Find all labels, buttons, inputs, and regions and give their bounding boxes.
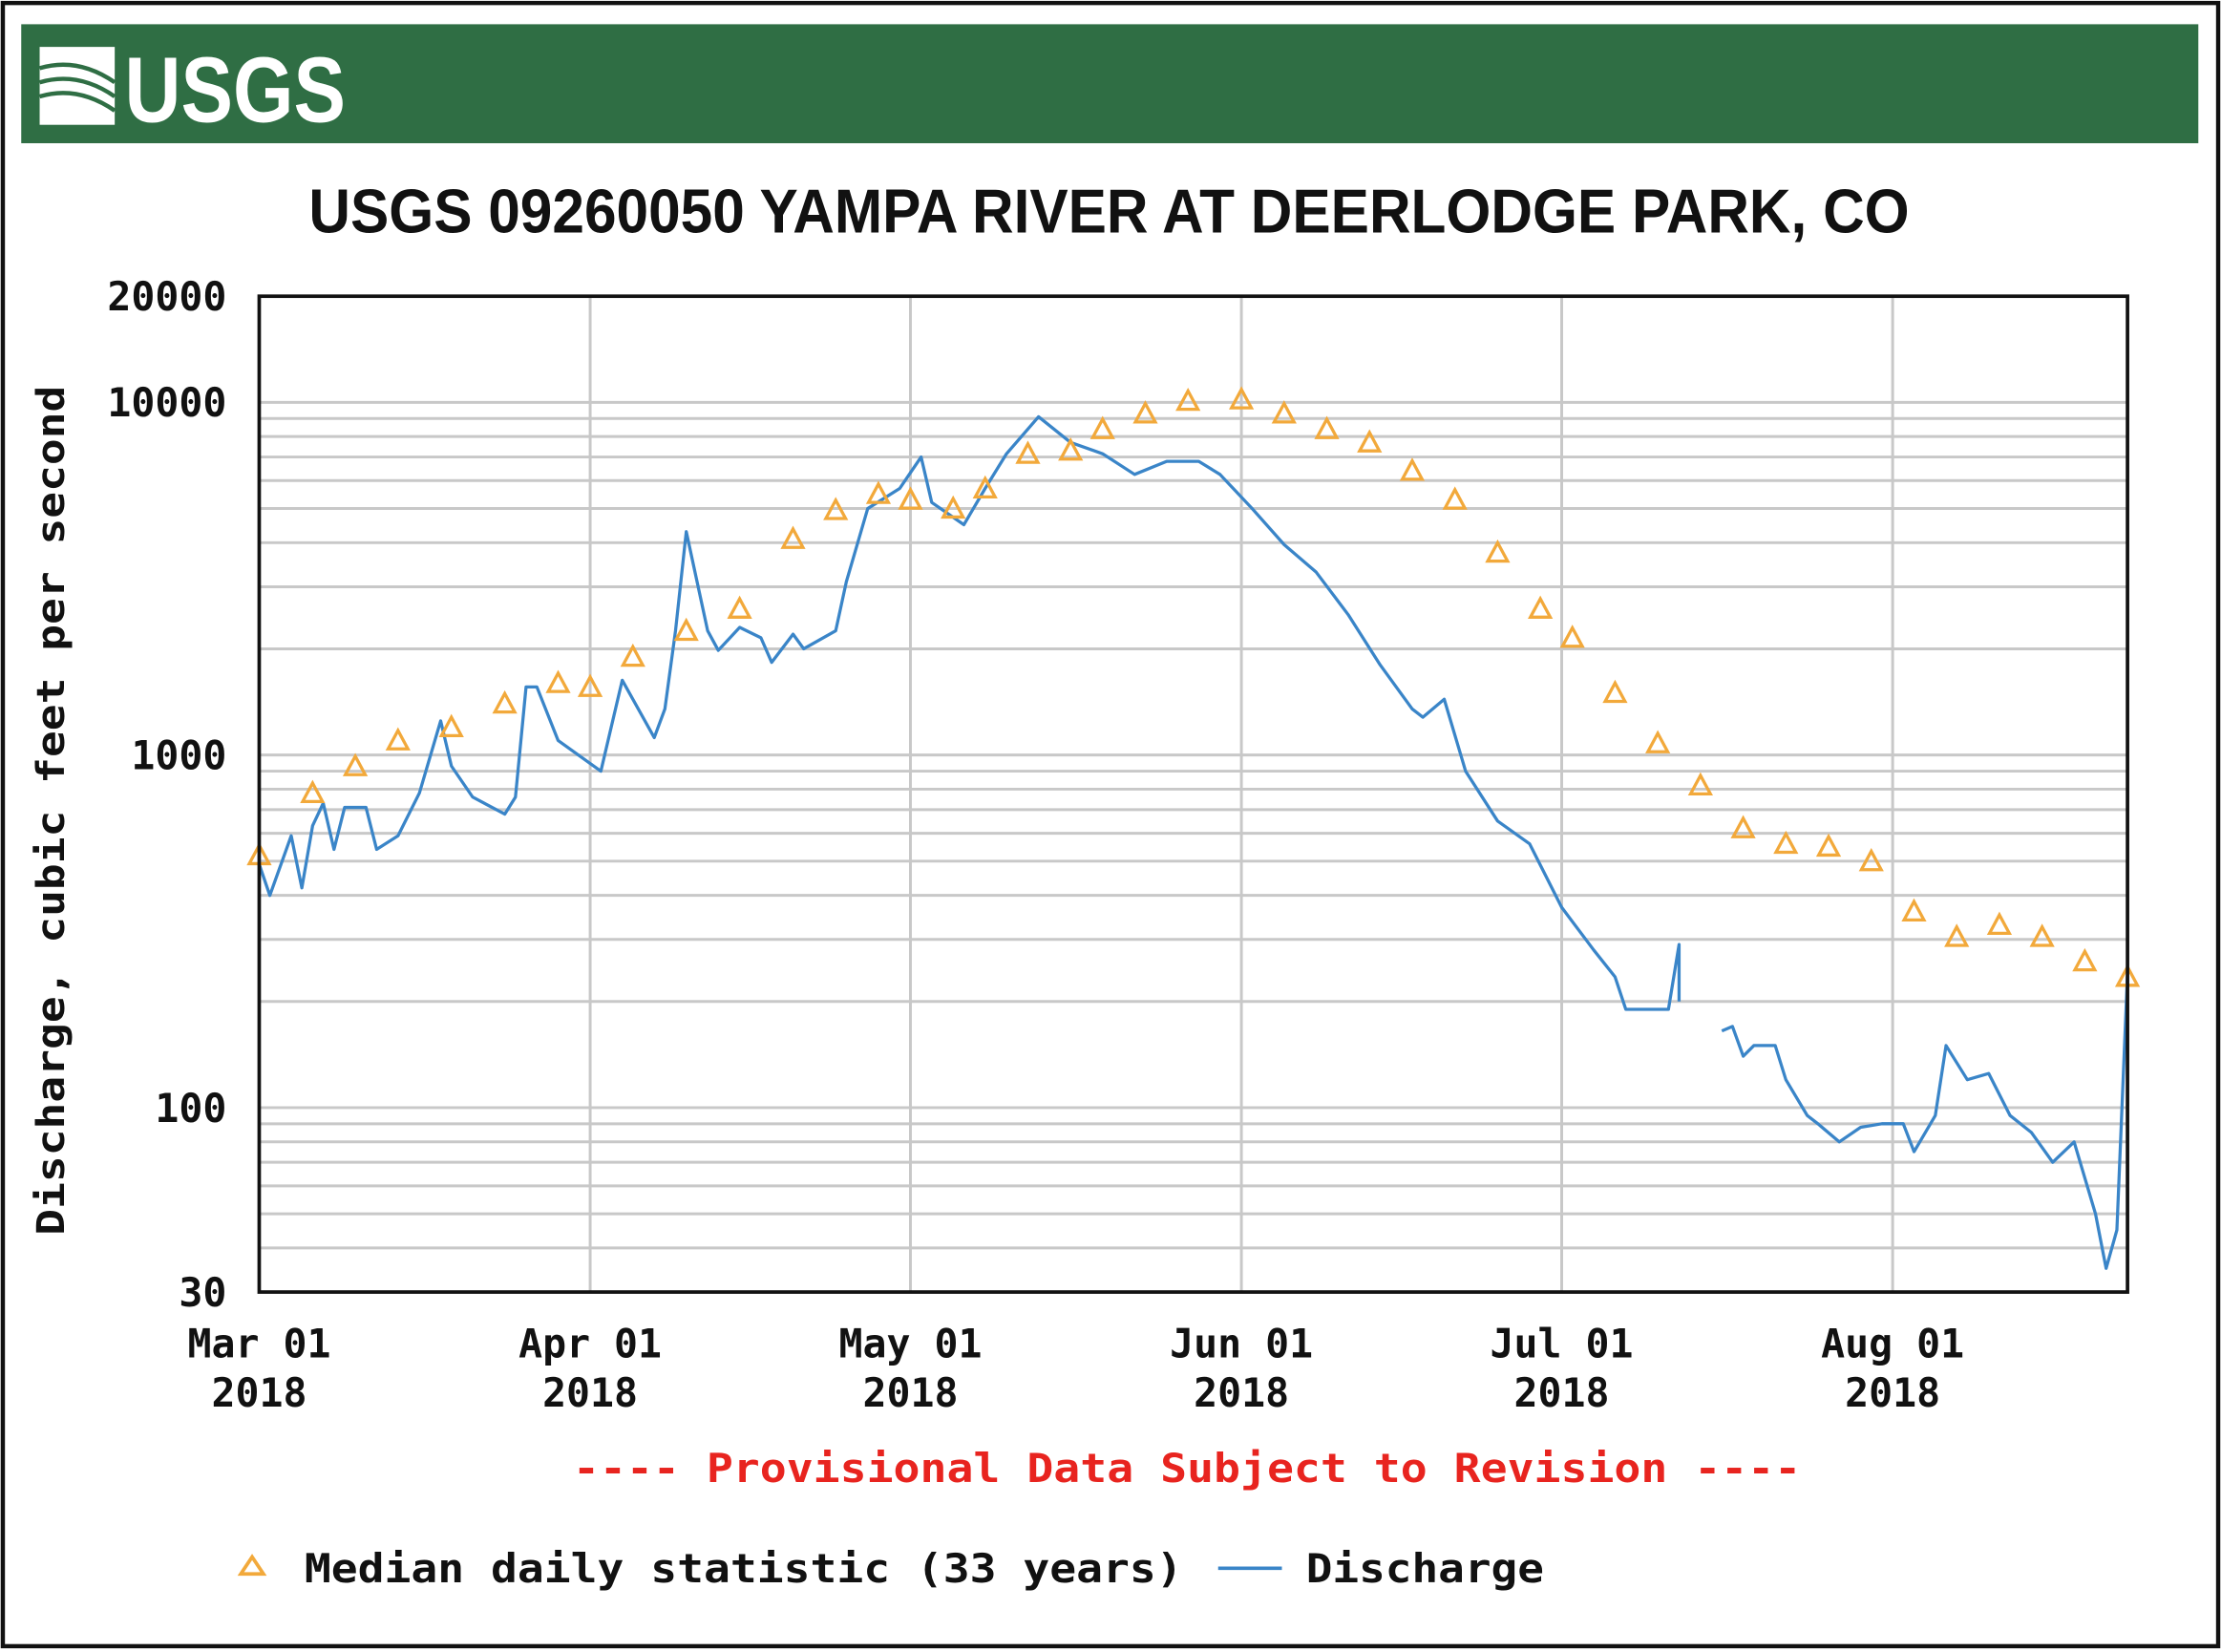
chart-title: USGS 09260050 YAMPA RIVER AT DEERLODGE P… xyxy=(308,176,1909,245)
median-point xyxy=(780,525,806,549)
median-point xyxy=(1175,387,1201,412)
median-point xyxy=(1986,911,2013,936)
y-tick-label: 1000 xyxy=(131,731,226,778)
median-point xyxy=(2072,947,2098,972)
median-point xyxy=(823,497,849,520)
median-point xyxy=(1559,625,1585,648)
median-point xyxy=(577,673,603,697)
legend: Median daily statistic (33 years) Discha… xyxy=(237,1545,1544,1592)
y-tick-label: 30 xyxy=(179,1269,226,1316)
y-tick-label: 20000 xyxy=(107,273,226,320)
discharge-line-segment xyxy=(257,414,1682,1011)
legend-discharge-label: Discharge xyxy=(1306,1545,1544,1592)
median-point xyxy=(1645,730,1671,753)
median-point xyxy=(1485,539,1511,563)
x-tick-label: May 01 xyxy=(839,1320,983,1366)
median-point xyxy=(1730,815,1756,838)
median-point xyxy=(1442,486,1468,510)
x-tick-year: 2018 xyxy=(1845,1369,1940,1416)
usgs-banner: USGS xyxy=(21,24,2199,143)
median-point xyxy=(673,617,699,642)
median-point xyxy=(1132,400,1158,424)
median-point xyxy=(1357,429,1383,453)
median-point xyxy=(1399,457,1426,481)
median-point xyxy=(438,713,464,737)
median-point xyxy=(2029,923,2055,947)
x-tick-year: 2018 xyxy=(1194,1369,1289,1416)
median-point xyxy=(898,486,923,510)
x-tick-label: Aug 01 xyxy=(1821,1320,1964,1366)
median-point xyxy=(1015,440,1041,464)
y-tick-label: 100 xyxy=(155,1085,226,1132)
median-point xyxy=(1773,830,1799,855)
x-tick-year: 2018 xyxy=(542,1369,638,1416)
median-point xyxy=(1228,386,1255,410)
median-point xyxy=(1687,772,1713,796)
median-point xyxy=(1602,679,1628,704)
legend-triangle-icon xyxy=(237,1554,267,1577)
provisional-annotation: ---- Provisional Data Subject to Revisio… xyxy=(573,1445,1801,1492)
median-point xyxy=(1089,415,1115,439)
x-tick-label: Apr 01 xyxy=(518,1320,662,1366)
median-point xyxy=(1528,595,1554,619)
median-point xyxy=(545,669,571,693)
median-point xyxy=(941,495,966,519)
banner-background xyxy=(21,24,2199,143)
median-point xyxy=(1815,833,1842,858)
median-point xyxy=(1858,848,1884,872)
median-point xyxy=(1944,923,1970,947)
y-tick-labels: 20000 10000 1000 100 30 xyxy=(107,273,226,1316)
x-tick-year: 2018 xyxy=(862,1369,958,1416)
median-point xyxy=(1314,415,1340,439)
median-point xyxy=(1901,898,1927,922)
discharge-line-segment xyxy=(1721,973,2129,1270)
plot-frame xyxy=(257,294,2129,1294)
x-tick-label: Mar 01 xyxy=(187,1320,330,1366)
x-tick-year: 2018 xyxy=(1514,1369,1610,1416)
y-tick-label: 10000 xyxy=(107,379,226,426)
usgs-logo-icon: USGS xyxy=(38,37,346,142)
median-point xyxy=(342,752,369,776)
median-point xyxy=(727,595,752,619)
x-tick-label: Jul 01 xyxy=(1491,1320,1634,1366)
legend-median-label: Median daily statistic (33 years) xyxy=(305,1545,1183,1592)
median-point xyxy=(1271,400,1297,424)
median-point xyxy=(385,727,411,751)
median-series xyxy=(246,386,2141,987)
median-point xyxy=(300,779,326,804)
median-point xyxy=(492,689,518,714)
x-tick-label: Jun 01 xyxy=(1170,1320,1313,1366)
median-point xyxy=(972,475,998,499)
x-tick-year: 2018 xyxy=(211,1369,307,1416)
median-point xyxy=(620,643,645,667)
discharge-series xyxy=(257,414,2129,1270)
y-axis-label: Discharge, cubic feet per second xyxy=(30,386,74,1236)
median-point xyxy=(865,480,892,504)
usgs-logo-text: USGS xyxy=(125,37,346,142)
median-point xyxy=(1058,437,1084,461)
